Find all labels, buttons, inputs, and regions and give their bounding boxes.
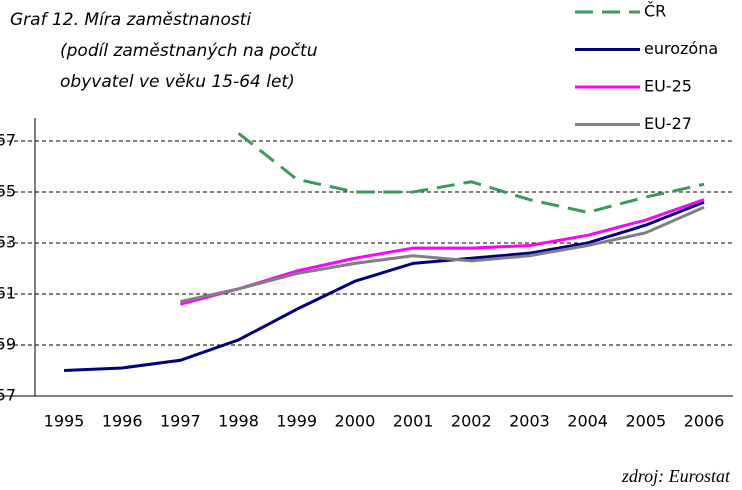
legend-label: EU-25 [644,77,692,96]
x-tick-label: 1998 [218,412,259,431]
series-line [179,198,705,306]
x-tick-label: 2000 [335,412,376,431]
y-tick-label: 63 [0,232,16,251]
y-tick-label: 59 [0,334,16,353]
x-tick-label: 1995 [44,412,85,431]
legend-label: ČR [644,2,666,21]
x-tick-label: 2002 [451,412,492,431]
x-tick-label: 1997 [160,412,201,431]
x-tick-label: 2005 [625,412,666,431]
x-tick-label: 2004 [567,412,608,431]
y-tick-label: 67 [0,130,16,149]
y-tick-label: 65 [0,181,16,200]
x-tick-label: 1996 [102,412,143,431]
x-tick-label: 1999 [276,412,317,431]
x-tick-label: 2003 [509,412,550,431]
y-tick-label: 57 [0,386,16,405]
chart-subtitle: (podíl zaměstnaných na počtu [60,41,318,61]
chart-subtitle: obyvatel ve věku 15-64 let) [60,72,295,92]
series-line [237,132,705,214]
y-tick-label: 61 [0,283,16,302]
chart-title: Graf 12. Míra zaměstnanosti [10,10,251,30]
x-tick-label: 2001 [393,412,434,431]
source-note: zdroj: Eurostat [621,466,731,486]
x-tick-label: 2006 [684,412,725,431]
series-line [180,205,705,304]
legend-label: eurozóna [644,39,718,58]
series-line [63,200,705,372]
legend-label: EU-27 [644,114,692,133]
